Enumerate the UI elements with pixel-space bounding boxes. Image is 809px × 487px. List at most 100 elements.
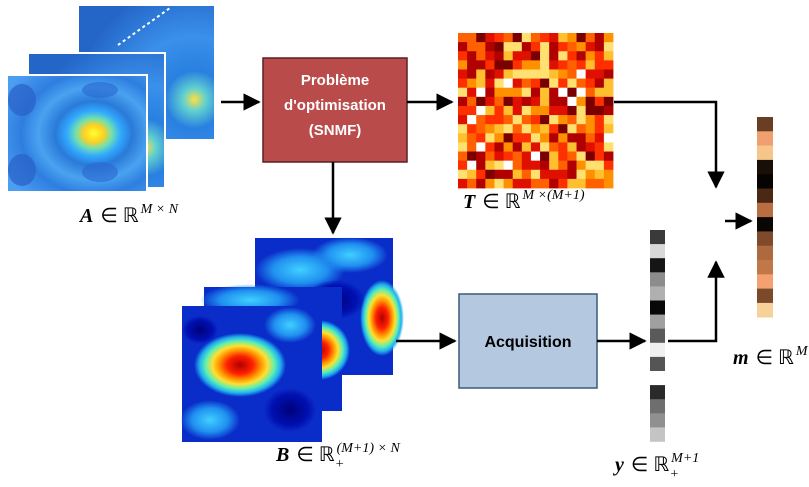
t-cell [603, 160, 614, 171]
t-cell [485, 124, 495, 134]
t-cell [576, 178, 587, 189]
t-cell [549, 105, 559, 116]
t-cell [521, 87, 532, 98]
arrow-t-to-sum [614, 100, 725, 189]
arrow-y-to-sum [668, 260, 725, 343]
t-cell [567, 105, 577, 116]
t-cell [458, 96, 468, 107]
y-cell [650, 342, 665, 358]
label-b-subscript: + [336, 457, 344, 472]
optimisation-block[interactable]: Problème d'optimisation (SNMF) [262, 57, 408, 163]
label-a-symbol: A [78, 205, 93, 227]
label-t-symbol: T [463, 191, 476, 213]
t-cell [603, 96, 614, 107]
label-t-relation: ∈ ℝ [477, 191, 520, 213]
t-cell [476, 178, 486, 189]
t-cell [485, 87, 495, 98]
b-image-stack: B ∈ ℝ (M+1) × N + [180, 237, 404, 472]
t-cell [485, 33, 495, 43]
t-cell [594, 60, 605, 70]
t-cell [458, 78, 468, 89]
t-cell [503, 133, 514, 143]
label-b-matrix: B ∈ ℝ (M+1) × N [275, 441, 400, 466]
t-cell [458, 51, 468, 61]
t-cell [567, 96, 577, 107]
t-cell [503, 69, 514, 79]
t-cell [576, 60, 587, 70]
t-cell [476, 96, 486, 107]
t-cell [503, 51, 514, 61]
t-cell [503, 124, 514, 134]
t-cell [485, 42, 495, 52]
m-cell [757, 302, 773, 318]
t-cell [476, 60, 486, 70]
t-cell [540, 160, 550, 171]
optimisation-label-line2: d'optimisation [284, 97, 386, 114]
connection-arrows [221, 93, 753, 350]
t-cell [594, 178, 605, 189]
t-cell [594, 69, 605, 79]
t-cell [585, 115, 596, 125]
t-cell [540, 124, 550, 134]
t-cell [494, 51, 504, 61]
t-cell [476, 142, 486, 152]
t-cell [576, 42, 587, 52]
t-cell [576, 160, 587, 171]
t-cell [467, 115, 477, 125]
t-cell [512, 69, 523, 79]
t-cell [467, 78, 477, 89]
acquisition-block[interactable]: Acquisition [458, 293, 598, 389]
t-cell [521, 124, 532, 134]
y-cell [650, 385, 665, 400]
t-cell [603, 51, 614, 61]
t-cell [603, 87, 614, 98]
t-cell [549, 78, 559, 89]
label-m-superscript: M [795, 344, 809, 359]
t-cell [512, 115, 523, 125]
t-cell [585, 87, 596, 98]
t-cell [558, 133, 568, 143]
t-cell [458, 42, 468, 52]
t-cell [585, 51, 596, 61]
label-m-symbol: m [733, 347, 749, 369]
t-cell [494, 124, 504, 134]
t-cell [521, 160, 532, 171]
t-cell [576, 96, 587, 107]
t-cell [512, 42, 523, 52]
t-cell [594, 115, 605, 125]
t-cell [521, 133, 532, 143]
t-cell [549, 96, 559, 107]
t-cell [458, 115, 468, 125]
t-cell [494, 96, 504, 107]
m-cell [757, 260, 773, 275]
t-cell [485, 151, 495, 162]
y-cell [650, 300, 665, 315]
t-cell [503, 33, 514, 43]
t-cell [521, 33, 532, 43]
t-cell [467, 169, 477, 180]
t-cell [485, 60, 495, 70]
t-cell [603, 133, 614, 143]
t-cell [476, 169, 486, 180]
t-cell [467, 178, 477, 189]
t-cell [485, 115, 495, 125]
t-cell [458, 142, 468, 152]
t-cell [476, 87, 486, 98]
t-cell [485, 96, 495, 107]
t-cell [540, 133, 550, 143]
t-cell [530, 151, 541, 162]
y-cell [650, 244, 665, 259]
t-cell [530, 69, 541, 79]
t-cell [540, 60, 550, 70]
t-cell [549, 124, 559, 134]
m-cell [757, 245, 773, 261]
t-cell [530, 178, 541, 189]
t-cell [530, 42, 541, 52]
m-cell [757, 145, 773, 161]
t-cell [503, 60, 514, 70]
t-cell [467, 51, 477, 61]
m-cell [757, 217, 773, 232]
